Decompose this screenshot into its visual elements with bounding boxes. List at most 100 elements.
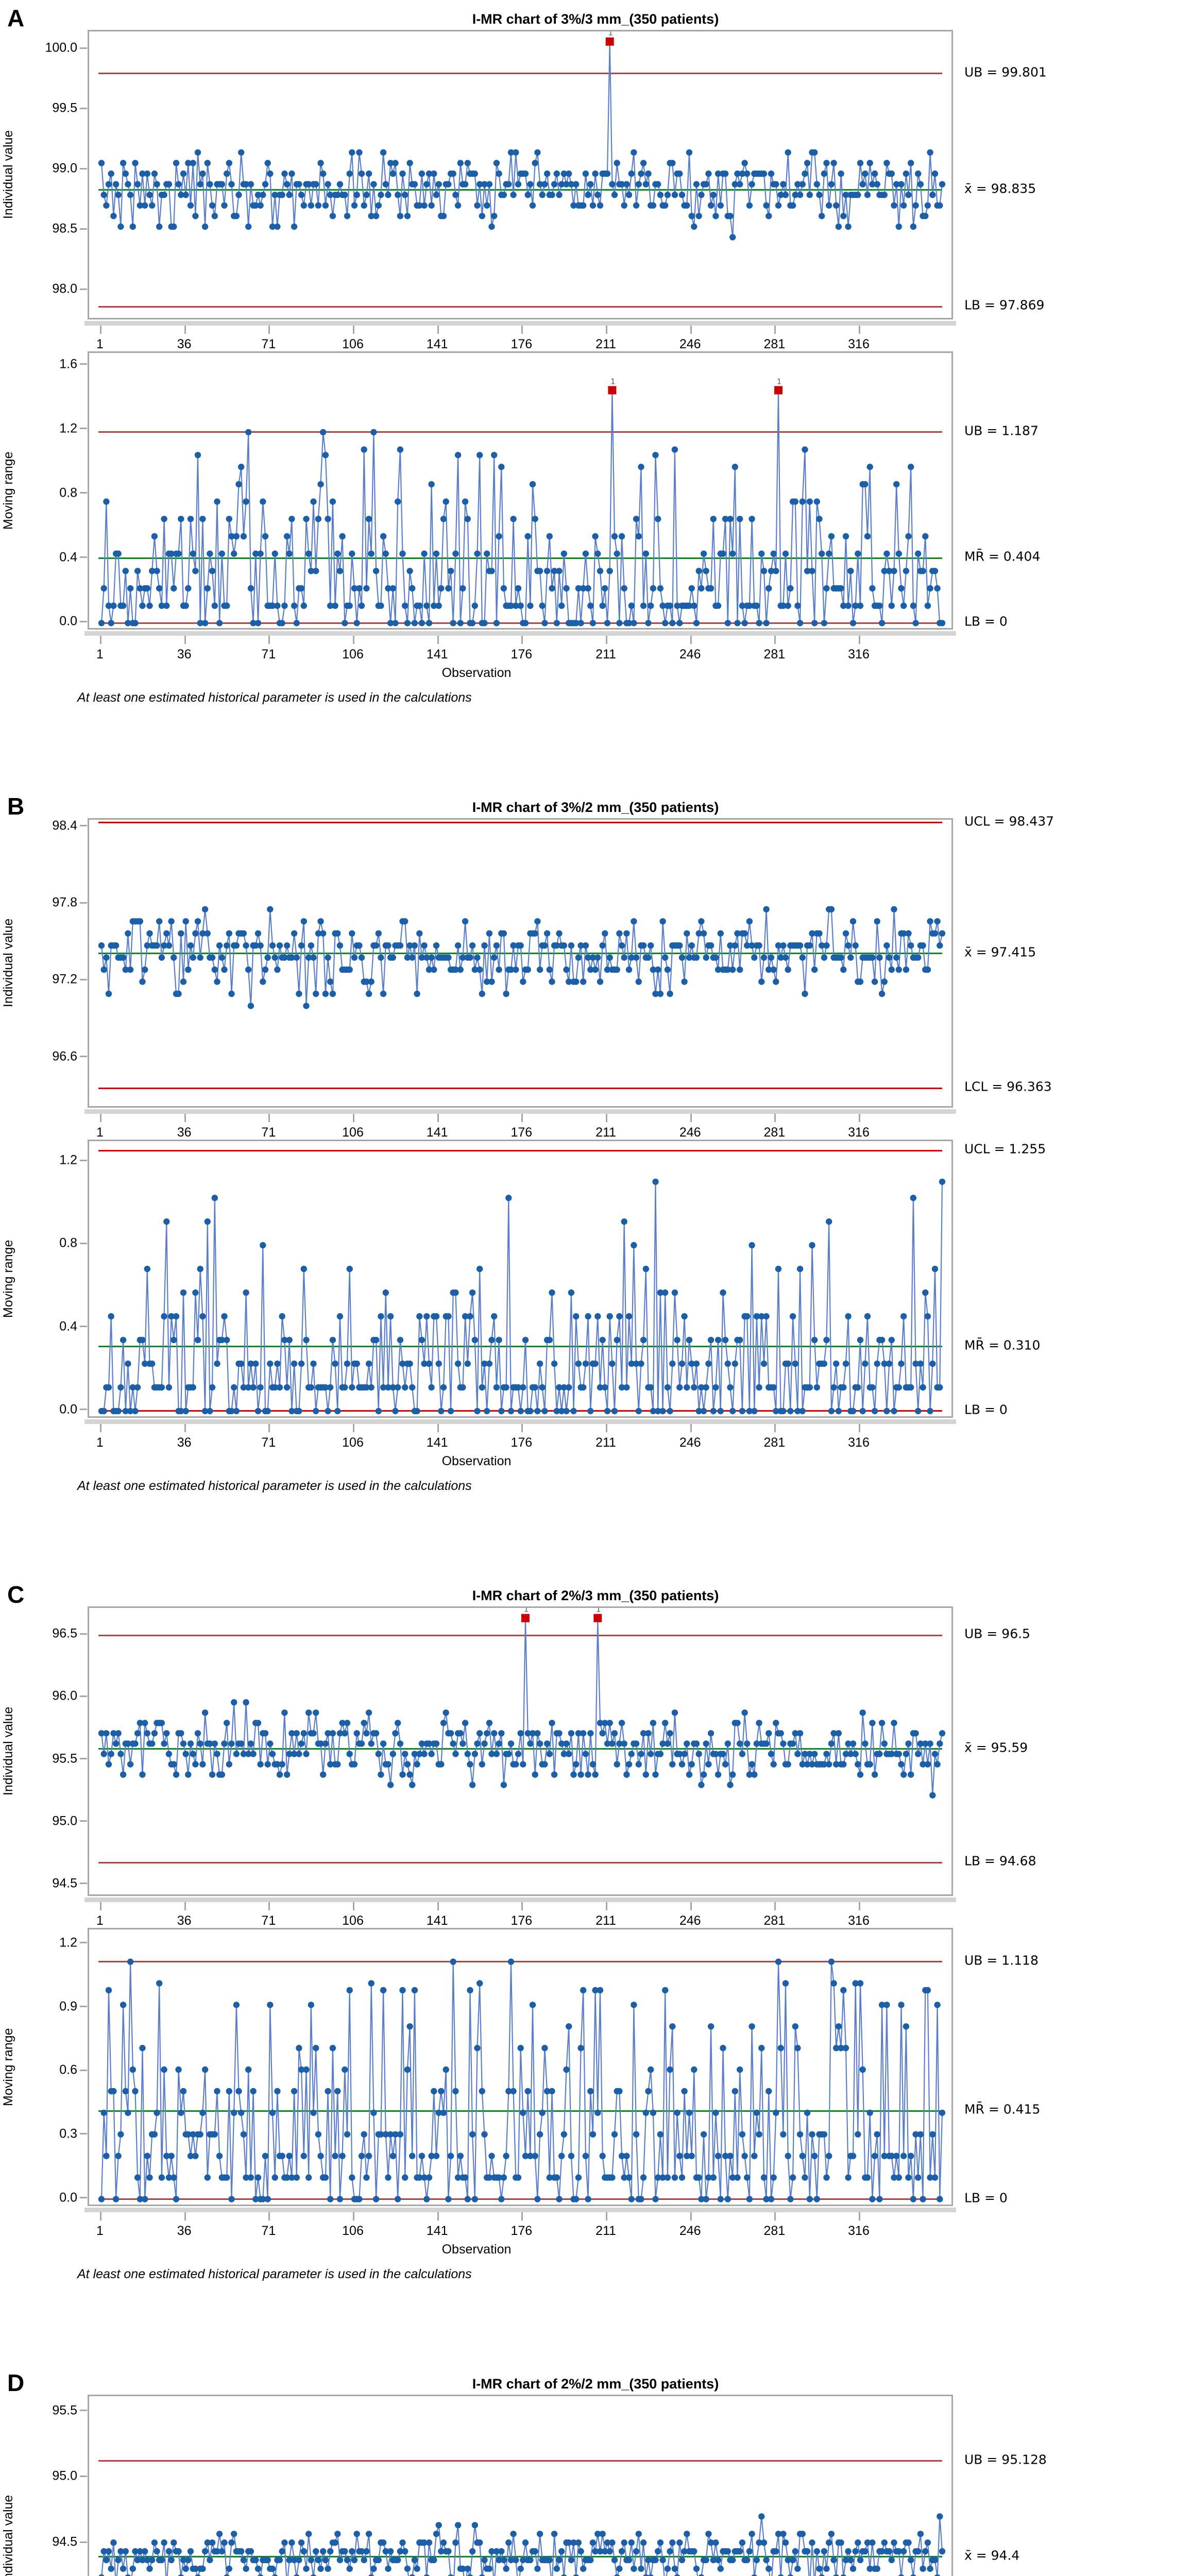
x-axis-tick-mark [100, 326, 101, 334]
mr-y-axis-label: Moving range [1, 2028, 15, 2106]
x-axis-tick-mark [774, 326, 776, 334]
center-line-label: x̄ = 98.835 [964, 181, 1036, 196]
center-line-label: x̄ = 95.59 [964, 1740, 1028, 1755]
x-axis-tick-label: 71 [261, 1125, 276, 1140]
x-axis-tick-label: 246 [679, 647, 701, 662]
x-axis-line [84, 631, 956, 636]
y-axis-tick-mark [80, 1242, 87, 1244]
x-axis-tick-mark [268, 1424, 270, 1432]
x-axis-tick-label: 316 [848, 337, 870, 351]
y-axis-tick-label: 0.8 [59, 485, 77, 500]
upper-limit-line [98, 431, 942, 433]
y-axis-tick-mark [80, 492, 87, 494]
upper-limit-label: UCL = 98.437 [964, 814, 1054, 829]
y-axis-tick-mark [80, 902, 87, 904]
x-axis-tick-label: 176 [511, 1913, 533, 1928]
mr-data-series [98, 1958, 946, 2202]
x-axis-tick-mark [690, 636, 692, 644]
y-axis-tick-label: 99.5 [52, 100, 77, 115]
x-axis-tick-label: 106 [342, 2224, 364, 2238]
x-axis-tick-mark [184, 1424, 186, 1432]
x-axis-tick-label: 211 [596, 1913, 616, 1928]
center-line [98, 953, 942, 955]
y-axis-tick-label: 96.6 [52, 1049, 77, 1064]
x-axis-tick-mark [521, 1114, 523, 1122]
y-axis-tick-label: 100.0 [45, 40, 77, 55]
x-axis-tick-mark [521, 326, 523, 334]
lower-limit-label: LB = 0 [964, 614, 1008, 629]
y-axis-tick-mark [80, 288, 87, 290]
x-axis-tick-mark [184, 1902, 186, 1910]
x-axis-tick-mark [859, 326, 860, 334]
x-axis-tick-label: 316 [848, 1913, 870, 1928]
y-axis-tick-mark [80, 978, 87, 980]
x-axis-tick-mark [353, 326, 354, 334]
x-axis-tick-label: 1 [96, 2224, 104, 2238]
x-axis-tick-label: 141 [426, 1125, 448, 1140]
center-line-label: MR̄ = 0.404 [964, 549, 1041, 564]
individual-data-series: 1 [98, 31, 946, 241]
y-axis-tick-mark [80, 1633, 87, 1635]
x-axis-tick-mark [859, 1902, 860, 1910]
x-axis-tick-label: 36 [177, 1435, 192, 1450]
x-axis-tick-label: 71 [261, 2224, 276, 2238]
x-axis-tick-mark [521, 636, 523, 644]
mr-y-axis-label: Moving range [1, 451, 15, 530]
x-axis-tick-mark [774, 2212, 776, 2221]
y-axis-tick-mark [80, 1942, 87, 1944]
upper-limit-label: UB = 96.5 [964, 1626, 1030, 1641]
x-axis-tick-mark [606, 326, 607, 334]
y-axis-tick-mark [80, 2006, 87, 2008]
x-axis-line [84, 321, 956, 326]
y-axis-tick-mark [80, 1056, 87, 1058]
y-axis-tick-mark [80, 228, 87, 230]
x-axis-line [84, 1897, 956, 1902]
lower-limit-line [98, 1087, 942, 1089]
x-axis-tick-mark [859, 1424, 860, 1432]
y-axis-tick-label: 98.4 [52, 818, 77, 833]
footnote: At least one estimated historical parame… [77, 1479, 472, 1493]
x-axis-tick-mark [690, 1424, 692, 1432]
x-axis-tick-label: 71 [261, 647, 276, 662]
x-axis-tick-mark [353, 1902, 354, 1910]
x-axis-tick-label: 1 [96, 337, 104, 351]
y-axis-tick-mark [80, 47, 87, 49]
y-axis-tick-label: 94.5 [52, 1876, 77, 1891]
center-line-label: MR̄ = 0.310 [964, 1337, 1041, 1353]
lower-limit-label: LB = 94.68 [964, 1853, 1036, 1869]
y-axis-tick-mark [80, 1758, 87, 1760]
x-axis-tick-mark [774, 636, 776, 644]
lower-limit-line [98, 1861, 942, 1863]
x-axis-tick-label: 71 [261, 1435, 276, 1450]
y-axis-tick-label: 98.0 [52, 281, 77, 296]
y-axis-tick-label: 1.2 [59, 421, 77, 436]
svg-text:1: 1 [596, 1608, 601, 1614]
y-axis-tick-mark [80, 556, 87, 558]
x-axis-tick-label: 281 [763, 1435, 786, 1450]
individual-plot-area: 1 [88, 30, 953, 319]
x-axis-tick-mark [353, 1424, 354, 1432]
y-axis-tick-label: 0.4 [59, 550, 77, 565]
y-axis-tick-mark [80, 1820, 87, 1822]
lower-limit-label: LB = 0 [964, 2190, 1008, 2205]
y-axis-tick-label: 96.5 [52, 1626, 77, 1641]
x-axis-tick-mark [184, 326, 186, 334]
y-axis-tick-mark [80, 1883, 87, 1885]
x-axis-tick-label: 141 [426, 2224, 448, 2238]
x-axis-tick-label: 36 [177, 2224, 192, 2238]
y-axis-tick-label: 97.8 [52, 895, 77, 910]
y-axis-tick-label: 0.0 [59, 614, 77, 629]
mr-y-axis-label: Moving range [1, 1240, 15, 1318]
x-axis-tick-label: 36 [177, 1913, 192, 1928]
x-axis-tick-mark [100, 1424, 101, 1432]
x-axis-tick-label: 211 [596, 1125, 616, 1140]
upper-limit-label: UB = 99.801 [964, 64, 1047, 80]
upper-limit-line [98, 1634, 942, 1636]
x-axis-tick-mark [774, 1902, 776, 1910]
x-axis-line [84, 1109, 956, 1114]
upper-limit-label: UCL = 1.255 [964, 1141, 1046, 1157]
lower-limit-label: LCL = 96.363 [964, 1079, 1052, 1094]
x-axis-tick-label: 211 [596, 647, 616, 662]
